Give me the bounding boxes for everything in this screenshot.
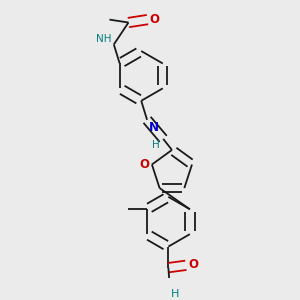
Text: N: N (148, 121, 158, 134)
Text: NH: NH (96, 34, 112, 44)
Text: O: O (150, 13, 160, 26)
Text: O: O (188, 258, 198, 271)
Text: H: H (152, 140, 160, 150)
Text: H: H (171, 289, 180, 299)
Text: O: O (140, 158, 150, 171)
